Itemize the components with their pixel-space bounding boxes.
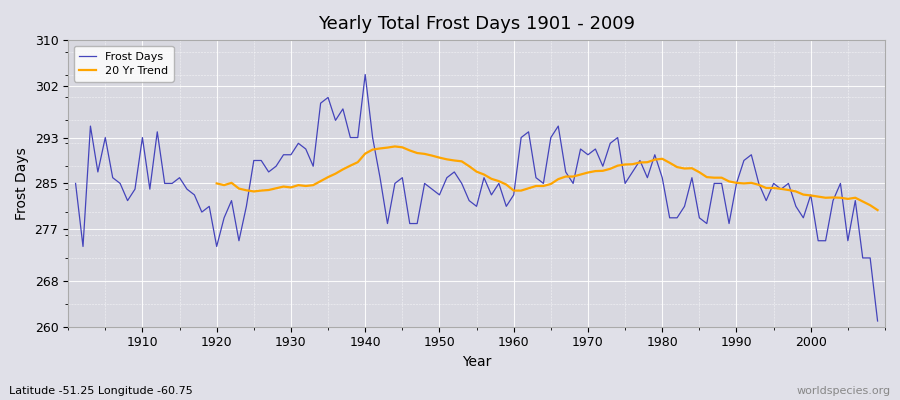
Frost Days (872, 318, 883, 323)
Frost Days (293, 141, 304, 146)
Text: Latitude -51.25 Longitude -60.75: Latitude -51.25 Longitude -60.75 (9, 386, 193, 396)
Frost Days (516, 135, 526, 140)
20 Yr Trend (850, 195, 860, 200)
Legend: Frost Days, 20 Yr Trend: Frost Days, 20 Yr Trend (74, 46, 174, 82)
20 Yr Trend (301, 184, 311, 188)
20 Yr Trend (769, 186, 779, 190)
Line: Frost Days: Frost Days (76, 74, 878, 321)
Frost Days (605, 141, 616, 146)
Title: Yearly Total Frost Days 1901 - 2009: Yearly Total Frost Days 1901 - 2009 (318, 15, 635, 33)
20 Yr Trend (680, 166, 690, 171)
20 Yr Trend (212, 181, 222, 186)
Text: worldspecies.org: worldspecies.org (796, 386, 891, 396)
20 Yr Trend (783, 188, 794, 192)
Frost Days (508, 192, 519, 197)
Frost Days (130, 187, 140, 192)
Frost Days (338, 106, 348, 111)
Line: 20 Yr Trend: 20 Yr Trend (217, 146, 878, 210)
Y-axis label: Frost Days: Frost Days (15, 147, 29, 220)
20 Yr Trend (390, 144, 400, 149)
20 Yr Trend (419, 152, 430, 156)
X-axis label: Year: Year (462, 355, 491, 369)
Frost Days (70, 181, 81, 186)
Frost Days (360, 72, 371, 77)
20 Yr Trend (872, 208, 883, 212)
